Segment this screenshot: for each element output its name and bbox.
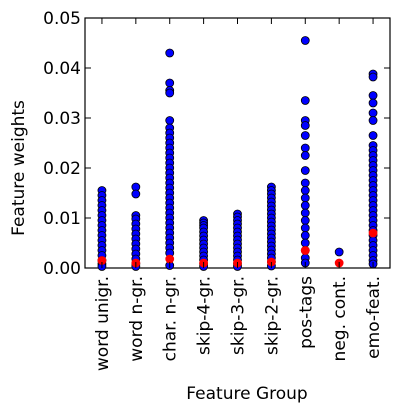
y-tick-label: 0.00	[43, 259, 81, 279]
weight-point	[334, 247, 344, 257]
mean-point	[368, 228, 378, 238]
weight-point	[300, 208, 310, 218]
weight-point	[300, 131, 310, 140]
y-tick-label: 0.01	[43, 209, 81, 229]
weight-point	[300, 238, 310, 248]
weight-point	[165, 78, 175, 88]
x-tick-label: skip-4-gr.	[195, 276, 215, 355]
x-tick-label: skip-3-gr.	[229, 276, 249, 355]
y-tick-label: 0.04	[43, 59, 81, 79]
weight-point	[300, 186, 310, 195]
weight-point	[300, 178, 310, 188]
plot-area	[84, 17, 391, 271]
weight-point	[300, 96, 310, 105]
weight-point	[300, 36, 310, 45]
weight-point	[300, 151, 310, 160]
weight-point	[368, 98, 378, 108]
y-tick-label: 0.05	[43, 9, 81, 29]
x-axis: word unigr. word n-gr. char. n-gr. skip-4-g…	[93, 18, 384, 371]
y-axis: 0.00 0.01 0.02 0.03 0.04 0.05	[43, 9, 390, 279]
x-tick-label: char. n-gr.	[161, 276, 181, 361]
x-tick-label: emo-feat.	[364, 276, 384, 359]
weight-point	[368, 91, 378, 100]
weight-point	[368, 72, 378, 82]
weight-point	[368, 131, 378, 140]
weight-point	[300, 193, 310, 203]
weight-point	[165, 88, 175, 98]
y-axis-label: Feature weights	[9, 100, 29, 236]
y-tick-label: 0.02	[43, 159, 81, 179]
x-axis-label: Feature Group	[186, 384, 307, 403]
x-tick-label: neg. cont.	[330, 276, 350, 361]
weight-point	[300, 231, 310, 240]
x-tick-label: word n-gr.	[127, 276, 147, 362]
weight-point	[300, 143, 310, 153]
mean-point	[165, 254, 175, 264]
weight-point	[300, 201, 310, 210]
weight-point	[300, 121, 310, 130]
x-tick-label: skip-2-gr.	[262, 276, 282, 355]
mean-point	[300, 246, 310, 255]
weight-point	[368, 108, 378, 118]
weight-point	[131, 189, 141, 199]
y-tick-label: 0.03	[43, 109, 81, 129]
weight-point	[165, 48, 175, 58]
x-tick-label: word unigr.	[93, 276, 113, 371]
weight-point	[300, 166, 310, 175]
weight-point	[165, 116, 175, 125]
weight-point	[368, 116, 378, 125]
weight-point	[300, 223, 310, 233]
weight-point	[300, 216, 310, 225]
x-tick-label: pos-tags	[296, 276, 316, 349]
